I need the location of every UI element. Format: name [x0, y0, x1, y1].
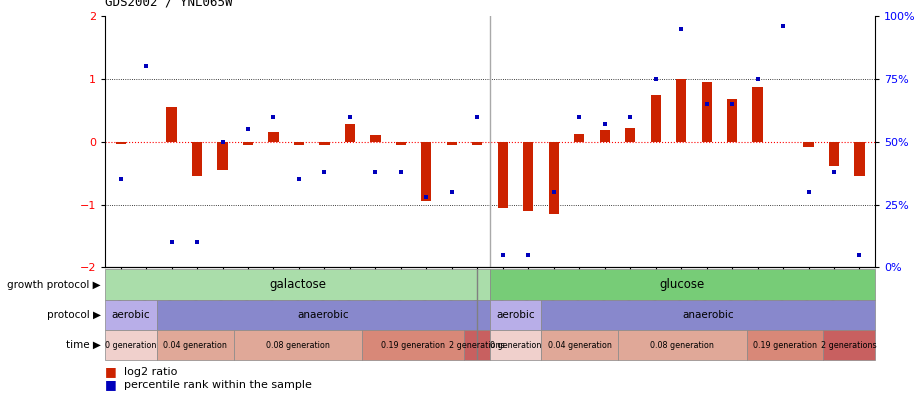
- Text: protocol ▶: protocol ▶: [47, 310, 101, 320]
- Bar: [541, 300, 875, 330]
- Bar: [490, 330, 541, 360]
- Text: aerobic: aerobic: [496, 310, 535, 320]
- Bar: [473, 142, 483, 145]
- Text: galactose: galactose: [269, 278, 326, 291]
- Bar: [803, 142, 813, 147]
- Text: 0.08 generation: 0.08 generation: [266, 341, 330, 350]
- Text: growth protocol ▶: growth protocol ▶: [7, 279, 101, 290]
- Bar: [523, 142, 533, 211]
- Text: log2 ratio: log2 ratio: [124, 367, 177, 377]
- Text: 0.04 generation: 0.04 generation: [163, 341, 227, 350]
- Bar: [234, 330, 362, 360]
- Bar: [618, 330, 747, 360]
- Text: anaerobic: anaerobic: [298, 310, 349, 320]
- Text: glucose: glucose: [660, 278, 705, 291]
- Bar: [702, 82, 712, 142]
- Bar: [268, 132, 278, 142]
- Bar: [541, 330, 618, 360]
- Bar: [829, 142, 839, 166]
- Text: 0 generation: 0 generation: [105, 341, 157, 350]
- Bar: [855, 142, 865, 176]
- Text: 2 generations: 2 generations: [822, 341, 877, 350]
- Bar: [243, 142, 253, 145]
- Text: time ▶: time ▶: [66, 340, 101, 350]
- Bar: [625, 128, 636, 142]
- Text: GDS2002 / YNL065W: GDS2002 / YNL065W: [105, 0, 233, 9]
- Bar: [574, 134, 584, 142]
- Bar: [490, 300, 541, 330]
- Bar: [157, 300, 490, 330]
- Bar: [157, 330, 234, 360]
- Bar: [362, 330, 464, 360]
- Bar: [320, 142, 330, 145]
- Bar: [115, 142, 125, 144]
- Bar: [167, 107, 177, 142]
- Bar: [676, 79, 686, 142]
- Bar: [497, 142, 507, 208]
- Text: 0.04 generation: 0.04 generation: [548, 341, 612, 350]
- Bar: [217, 142, 228, 170]
- Bar: [421, 142, 431, 201]
- Text: 0.19 generation: 0.19 generation: [753, 341, 817, 350]
- Bar: [747, 330, 823, 360]
- Text: percentile rank within the sample: percentile rank within the sample: [124, 380, 311, 390]
- Text: 0 generation: 0 generation: [490, 341, 541, 350]
- Text: 0.08 generation: 0.08 generation: [650, 341, 714, 350]
- Bar: [396, 142, 406, 145]
- Text: aerobic: aerobic: [112, 310, 150, 320]
- Bar: [600, 130, 610, 142]
- Bar: [447, 142, 457, 145]
- Bar: [105, 269, 490, 300]
- Bar: [727, 99, 737, 142]
- Text: 0.19 generation: 0.19 generation: [381, 341, 445, 350]
- Text: anaerobic: anaerobic: [682, 310, 734, 320]
- Bar: [294, 142, 304, 145]
- Bar: [192, 142, 202, 176]
- Bar: [464, 330, 490, 360]
- Bar: [490, 269, 875, 300]
- Bar: [105, 300, 157, 330]
- Text: ■: ■: [105, 378, 117, 391]
- Bar: [752, 87, 763, 142]
- Bar: [823, 330, 875, 360]
- Bar: [549, 142, 559, 214]
- Text: 2 generations: 2 generations: [450, 341, 505, 350]
- Bar: [105, 330, 157, 360]
- Bar: [370, 136, 380, 142]
- Text: ■: ■: [105, 365, 117, 378]
- Bar: [344, 124, 355, 142]
- Bar: [650, 95, 660, 142]
